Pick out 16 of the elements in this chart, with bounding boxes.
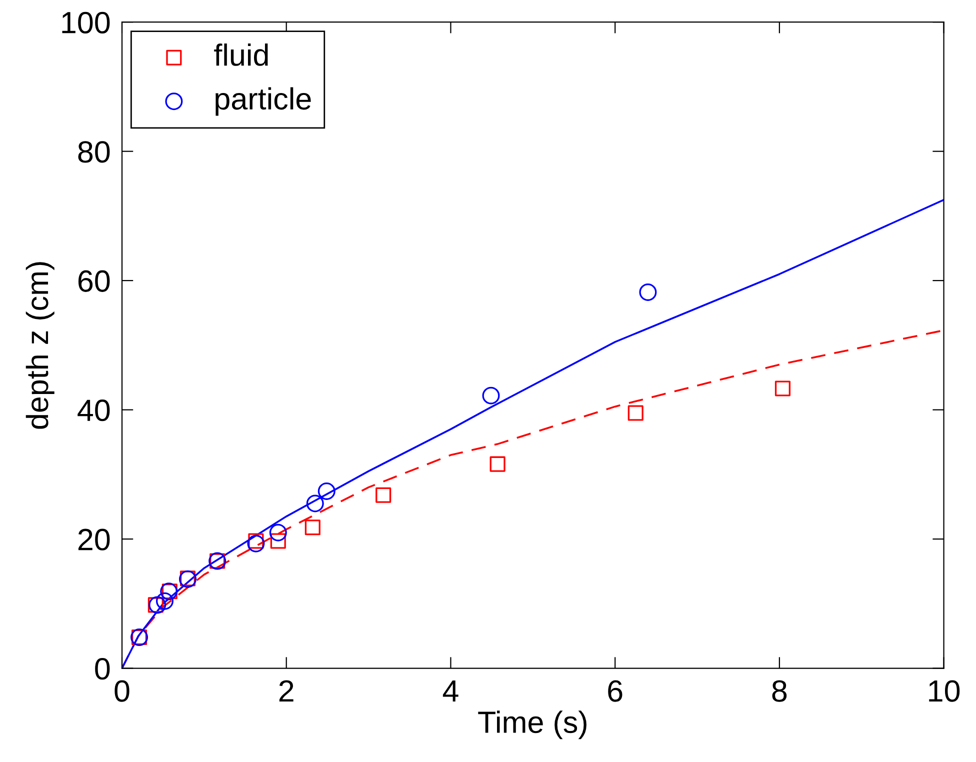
legend-label: particle xyxy=(216,87,311,116)
y-tick-label: 100 xyxy=(62,12,110,34)
x-axis-title: Time (s) xyxy=(478,710,586,740)
y-tick-label: 80 xyxy=(78,141,110,163)
x-tick-label: 6 xyxy=(608,680,622,702)
x-tick-label: 4 xyxy=(442,680,458,702)
x-tick-label: 8 xyxy=(772,680,787,702)
y-axis-title: depth z (cm) xyxy=(26,262,54,429)
x-tick-label: 2 xyxy=(279,680,294,702)
y-tick-label: 40 xyxy=(78,400,110,422)
y-tick-label: 0 xyxy=(95,658,110,680)
x-tick-label: 0 xyxy=(114,680,130,702)
legend-label: fluid xyxy=(214,43,268,66)
y-tick-label: 60 xyxy=(78,270,110,292)
x-tick-label: 10 xyxy=(929,680,960,702)
y-tick-label: 20 xyxy=(78,528,110,550)
